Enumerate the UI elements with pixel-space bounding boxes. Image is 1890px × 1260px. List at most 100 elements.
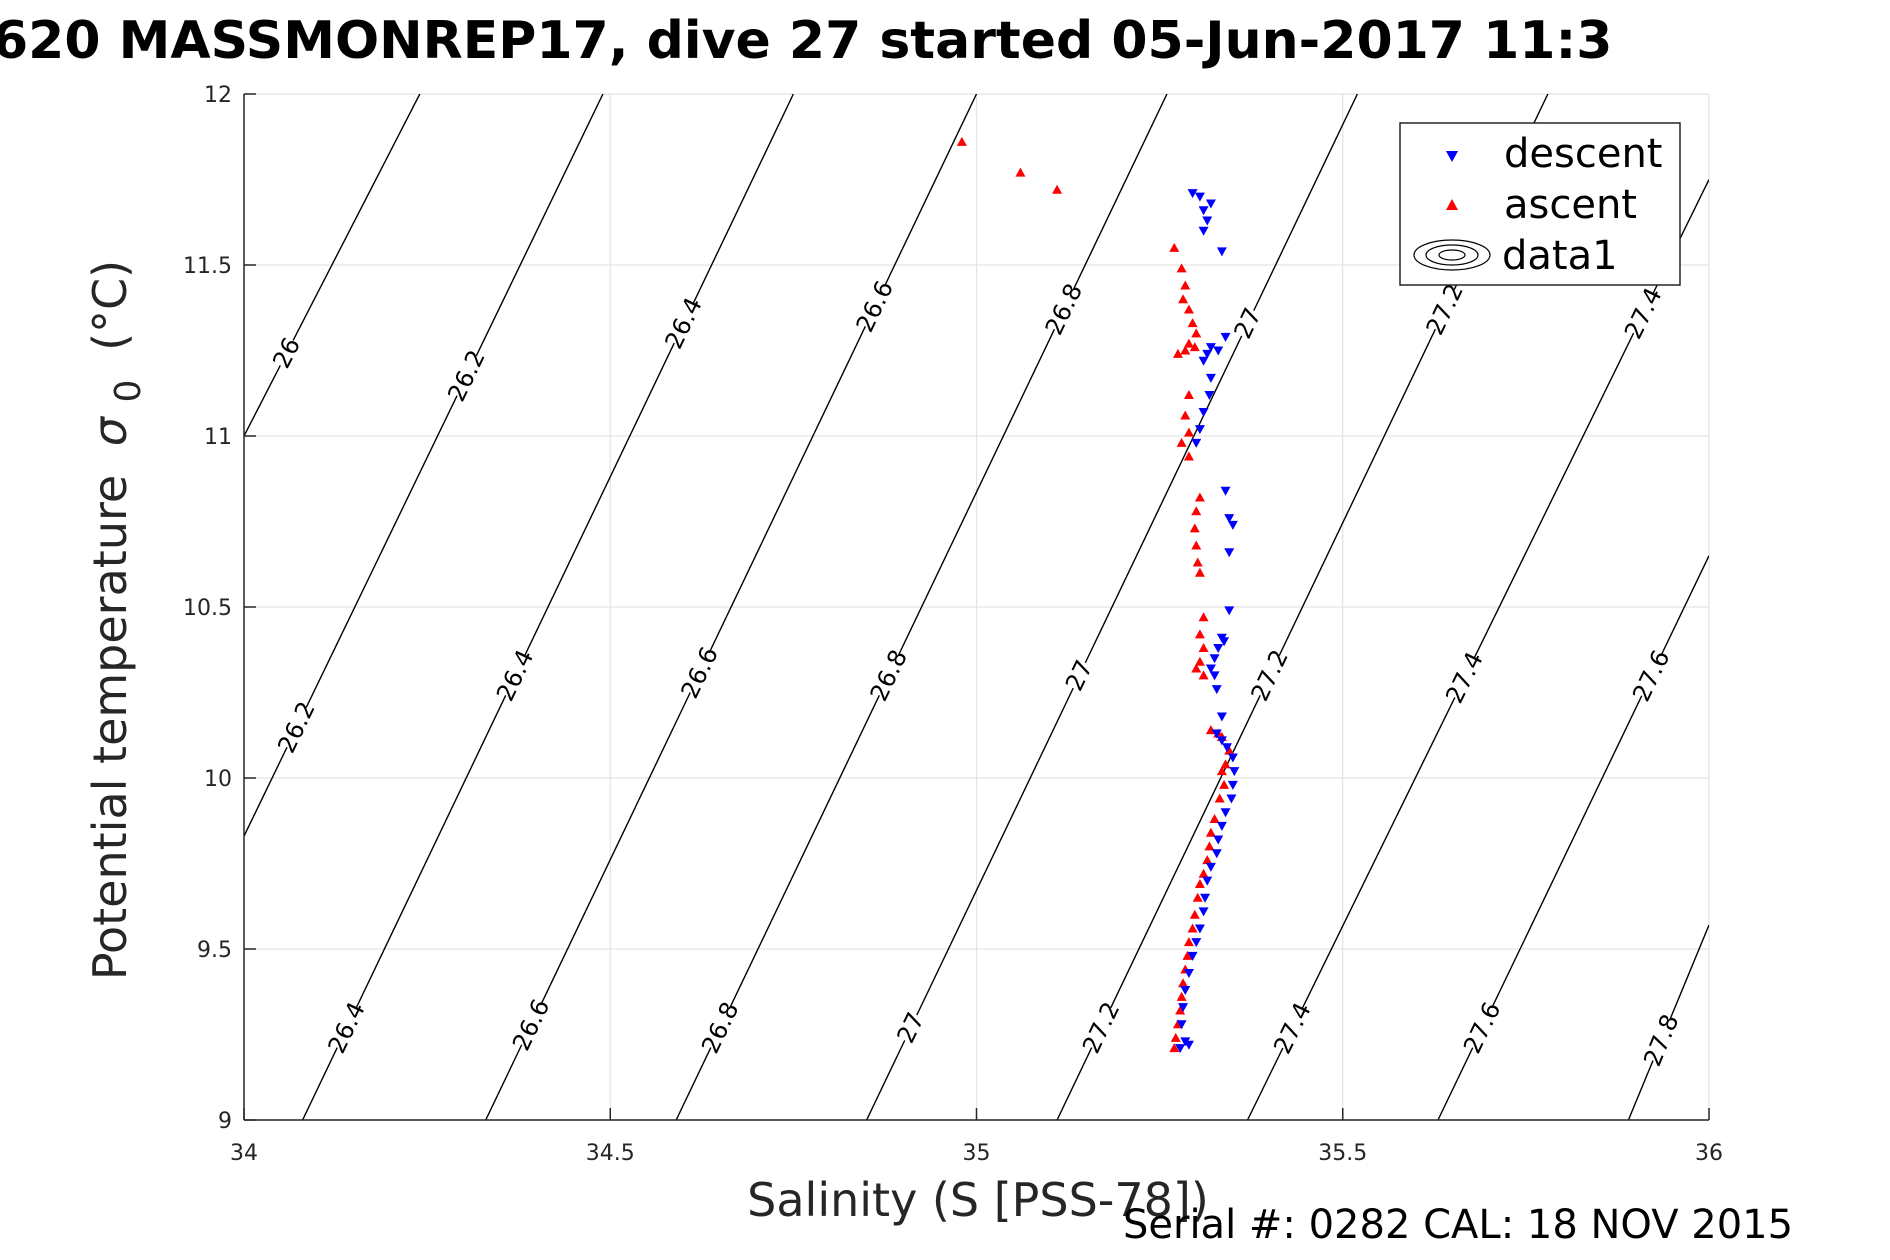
descent-point (1216, 712, 1227, 722)
legend: descent ascent data1 (1399, 122, 1681, 286)
contour-line-26.6 (708, 326, 867, 654)
contour-line-26.4 (355, 695, 507, 1009)
contour-line-26.8 (729, 695, 880, 1009)
descent-point (1198, 408, 1209, 418)
contour-line-26.8 (897, 328, 1056, 656)
ascent-point (1178, 294, 1189, 304)
contour-line-26.4 (524, 342, 675, 656)
descent-point (1205, 862, 1216, 872)
descent-point (1227, 780, 1238, 790)
ascent-point (1192, 557, 1203, 567)
ascent-point (1183, 427, 1194, 437)
y-axis-label-sigma: σ (83, 415, 137, 446)
descent-point (1211, 729, 1222, 739)
contour-line-26.2 (305, 395, 458, 708)
descent-point (1211, 849, 1222, 859)
ascent-point (1194, 567, 1205, 577)
descent-point (1194, 924, 1205, 934)
contour-line-26.2 (244, 746, 288, 837)
descent-point (1194, 425, 1205, 435)
ascent-point (1170, 1032, 1181, 1042)
ascent-point (1180, 345, 1191, 355)
x-tick-labels: 34 34.5 35 35.5 36 (230, 1141, 1723, 1166)
ascent-point (1194, 629, 1205, 639)
y-tick-labels: 9 9.5 10 10.5 11 11.5 12 (183, 83, 232, 1134)
descent-point (1224, 514, 1235, 524)
ascent-point (1176, 991, 1187, 1001)
y-axis-label-sub: 0 (108, 380, 149, 403)
ascent-point (1189, 909, 1200, 919)
descent-point (1220, 332, 1231, 342)
descent-point (1178, 1003, 1189, 1013)
ascent-point (1180, 410, 1191, 420)
ascent-point (1202, 855, 1213, 865)
contour-line-27.8 (1669, 924, 1709, 1021)
contour-line-26.4 (301, 1047, 338, 1120)
axes (243, 93, 1710, 1121)
contour-line-27 (1084, 335, 1243, 664)
x-tick-label: 34 (230, 1141, 258, 1166)
contour-line-26.8 (675, 1047, 712, 1120)
ascent-point (1183, 937, 1194, 947)
descent-point (1191, 438, 1202, 448)
legend-descent-label: descent (1504, 131, 1662, 177)
legend-descent-marker (1446, 151, 1458, 162)
ascent-point (1015, 167, 1026, 177)
descent-point (1224, 548, 1235, 558)
x-tick-label: 35 (963, 1141, 991, 1166)
descent-point (1219, 637, 1230, 647)
x-tick-label: 34.5 (586, 1141, 635, 1166)
contour-line-27.6 (1491, 695, 1643, 1009)
ascent-point (1191, 540, 1202, 550)
ascent-point (1169, 242, 1180, 252)
y-tick-label: 11 (204, 425, 232, 450)
descent-point (1183, 968, 1194, 978)
ascent-point (1219, 779, 1230, 789)
y-tick-label: 9.5 (197, 938, 232, 963)
ascent-point (1169, 1043, 1180, 1053)
descent-point (1194, 192, 1205, 202)
contour-line-27 (916, 687, 1074, 1016)
ascent-point (956, 136, 967, 146)
descent-point (1198, 356, 1209, 366)
descent-point (1211, 685, 1222, 695)
descent-point (1202, 216, 1213, 226)
descent-point (1204, 390, 1215, 400)
x-tick-label: 35.5 (1318, 1141, 1367, 1166)
ascent-point (1204, 841, 1215, 851)
y-tick-label: 9 (218, 1109, 232, 1134)
contour-line-26 (244, 365, 281, 437)
legend-data1-label: data1 (1502, 233, 1618, 279)
ascent-point (1194, 492, 1205, 502)
legend-box (1399, 122, 1681, 286)
y-tick-label: 10 (204, 767, 232, 792)
ascent-point (1194, 656, 1205, 666)
ascent-point (1191, 328, 1202, 338)
ascent-point (1183, 389, 1194, 399)
contour-line-26.8 (1072, 94, 1168, 290)
descent-point (1213, 644, 1224, 654)
svg-text:Potential temperature σ: Potential temperature σ 0 (°C) (83, 260, 151, 980)
descent-point (1216, 247, 1227, 257)
ascent-point (1214, 793, 1225, 803)
x-tick-label: 36 (1695, 1141, 1723, 1166)
descent-point (1209, 671, 1220, 681)
descent-point (1187, 189, 1198, 199)
y-axis-label: Potential temperature σ 0 (°C) (83, 260, 151, 980)
contour-line-26.6 (485, 1044, 523, 1120)
descent-point (1209, 654, 1220, 664)
ascent-point (1194, 879, 1205, 889)
descent-point (1216, 821, 1227, 831)
descent-point (1227, 520, 1238, 530)
legend-contour-icon (1413, 239, 1491, 271)
descent-point (1198, 907, 1209, 917)
legend-ascent-label: ascent (1504, 182, 1637, 228)
y-axis-label-main: Potential temperature (83, 475, 137, 980)
ascent-point (1192, 892, 1203, 902)
serial-cal-footer: Serial #: 0282 CAL: 18 NOV 2015 (1123, 1202, 1793, 1248)
contour-line-26.6 (540, 692, 691, 1006)
ascent-point (1191, 663, 1202, 673)
ascent-point (1189, 342, 1200, 352)
ascent-series (956, 136, 1235, 1053)
